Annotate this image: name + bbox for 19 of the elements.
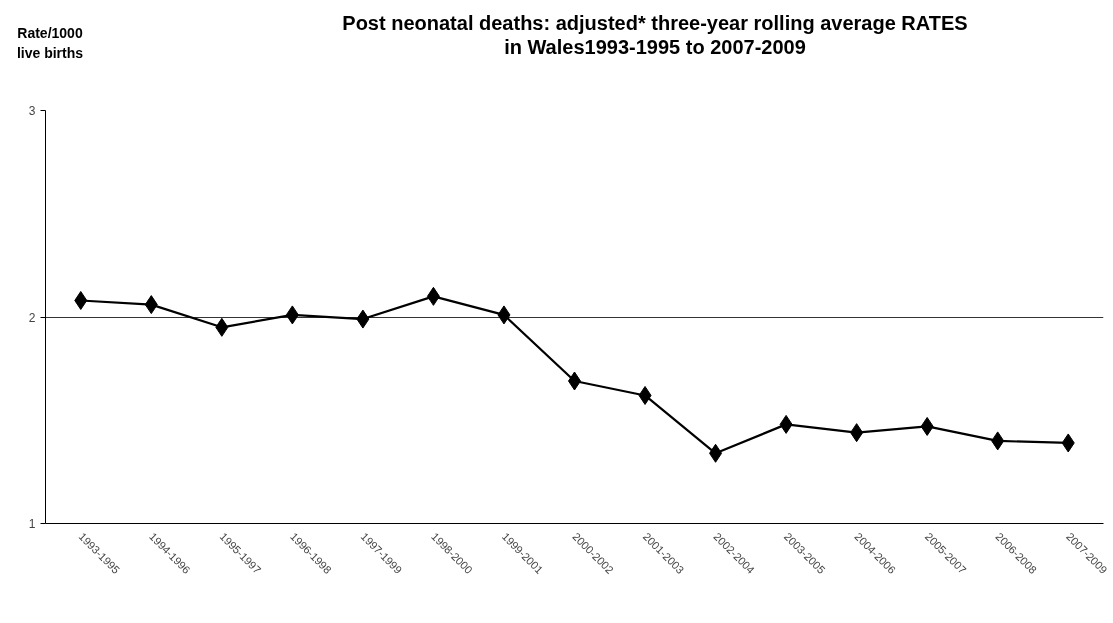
point: [426, 286, 440, 306]
chart-title: Post neonatal deaths: adjusted* three-year rolling average RATES in Wales1993-1995 to 2007-2009: [341, 11, 969, 59]
point: [215, 317, 229, 337]
point: [74, 290, 88, 310]
y-tick-label: 1: [28, 517, 36, 531]
y-tick-label: 3: [28, 104, 36, 118]
point: [144, 295, 158, 315]
point: [991, 431, 1005, 451]
point: [638, 385, 652, 405]
y-axis-title: Rate/1000 live births: [15, 24, 85, 63]
point: [850, 423, 864, 443]
point: [497, 305, 511, 325]
point: [709, 443, 723, 463]
point: [1061, 433, 1075, 453]
y-tick-label: 2: [28, 310, 36, 325]
point: [356, 309, 370, 329]
point: [779, 414, 793, 434]
point: [920, 416, 934, 436]
point: [285, 305, 299, 325]
